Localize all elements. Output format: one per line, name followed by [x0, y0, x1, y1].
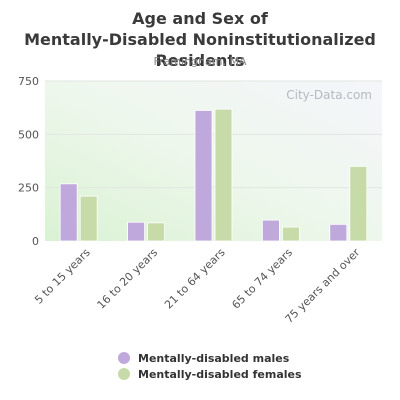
- bar-males: [194, 110, 213, 242]
- legend-item-males: Mentally-disabled males: [118, 350, 302, 366]
- legend-label-females: Mentally-disabled females: [138, 367, 302, 381]
- bar-males: [261, 219, 280, 242]
- bar-males: [59, 183, 78, 242]
- legend-swatch-males: [118, 352, 130, 364]
- bar-females: [214, 108, 233, 242]
- legend-label-males: Mentally-disabled males: [138, 351, 290, 365]
- y-tick-label: 250: [18, 182, 39, 195]
- y-tick-label: 750: [18, 75, 39, 88]
- x-tick-label: 16 to 20 years: [95, 246, 161, 312]
- chart-title: Age and Sex of Mentally-Disabled Noninsti…: [24, 9, 376, 70]
- legend: Mentally-disabled males Mentally-disable…: [118, 350, 302, 382]
- bar-males: [329, 223, 348, 242]
- y-tick-label: 500: [18, 128, 39, 141]
- y-tick-label: 0: [32, 235, 39, 248]
- x-tick-label: 65 to 74 years: [229, 246, 295, 312]
- chart-subtitle: Framingham, MA: [153, 55, 247, 68]
- x-tick-label: 21 to 64 years: [162, 246, 228, 312]
- legend-swatch-females: [118, 368, 130, 380]
- x-tick-label: 5 to 15 years: [32, 246, 93, 307]
- bar-males: [127, 221, 145, 242]
- legend-item-females: Mentally-disabled females: [118, 366, 302, 382]
- bar-females: [281, 226, 300, 242]
- bar-females: [79, 195, 98, 242]
- bar-females: [147, 222, 166, 242]
- plot-background: [45, 81, 382, 241]
- x-tick-label: 75 years and over: [283, 246, 363, 326]
- watermark: City-Data.com: [286, 88, 372, 102]
- bar-females: [349, 165, 368, 242]
